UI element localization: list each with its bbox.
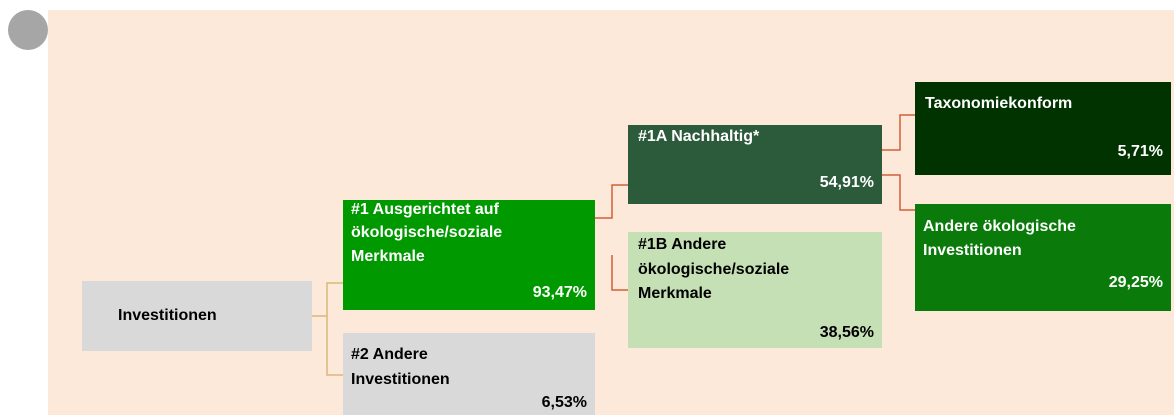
node-label: Taxonomiekonform bbox=[925, 95, 1072, 112]
node-label: Investitionen bbox=[923, 242, 1022, 259]
node-value: 29,25% bbox=[1109, 274, 1163, 291]
node-label: Investitionen bbox=[118, 307, 217, 324]
node-value: 54,91% bbox=[820, 174, 874, 191]
node-box bbox=[343, 333, 595, 415]
node-box bbox=[82, 281, 312, 351]
node-value: 93,47% bbox=[533, 284, 587, 301]
node-label: ökologische/soziale bbox=[351, 224, 502, 241]
node-label: Merkmale bbox=[351, 248, 425, 265]
connector bbox=[312, 282, 343, 376]
node-box bbox=[343, 200, 595, 310]
connectors bbox=[312, 114, 915, 376]
node-label: #1A Nachhaltig* bbox=[638, 128, 760, 145]
node-label: ökologische/soziale bbox=[638, 261, 789, 278]
node-value: 5,71% bbox=[1118, 143, 1163, 160]
icon bbox=[8, 10, 48, 50]
node-value: 6,53% bbox=[542, 394, 587, 411]
node-value: 38,56% bbox=[820, 324, 874, 341]
node-label: #1 Ausgerichtet auf bbox=[351, 201, 500, 218]
node-label: Merkmale bbox=[638, 285, 712, 302]
node-box bbox=[915, 204, 1171, 311]
connector bbox=[882, 114, 915, 211]
node-box bbox=[628, 232, 882, 348]
connector bbox=[595, 184, 628, 291]
node-label: #2 Andere bbox=[351, 346, 428, 363]
node-box bbox=[628, 125, 882, 204]
node-label: Andere ökologische bbox=[923, 218, 1076, 235]
node-label: #1B Andere bbox=[638, 236, 726, 253]
node-label: Investitionen bbox=[351, 371, 450, 388]
node-box bbox=[915, 82, 1171, 175]
